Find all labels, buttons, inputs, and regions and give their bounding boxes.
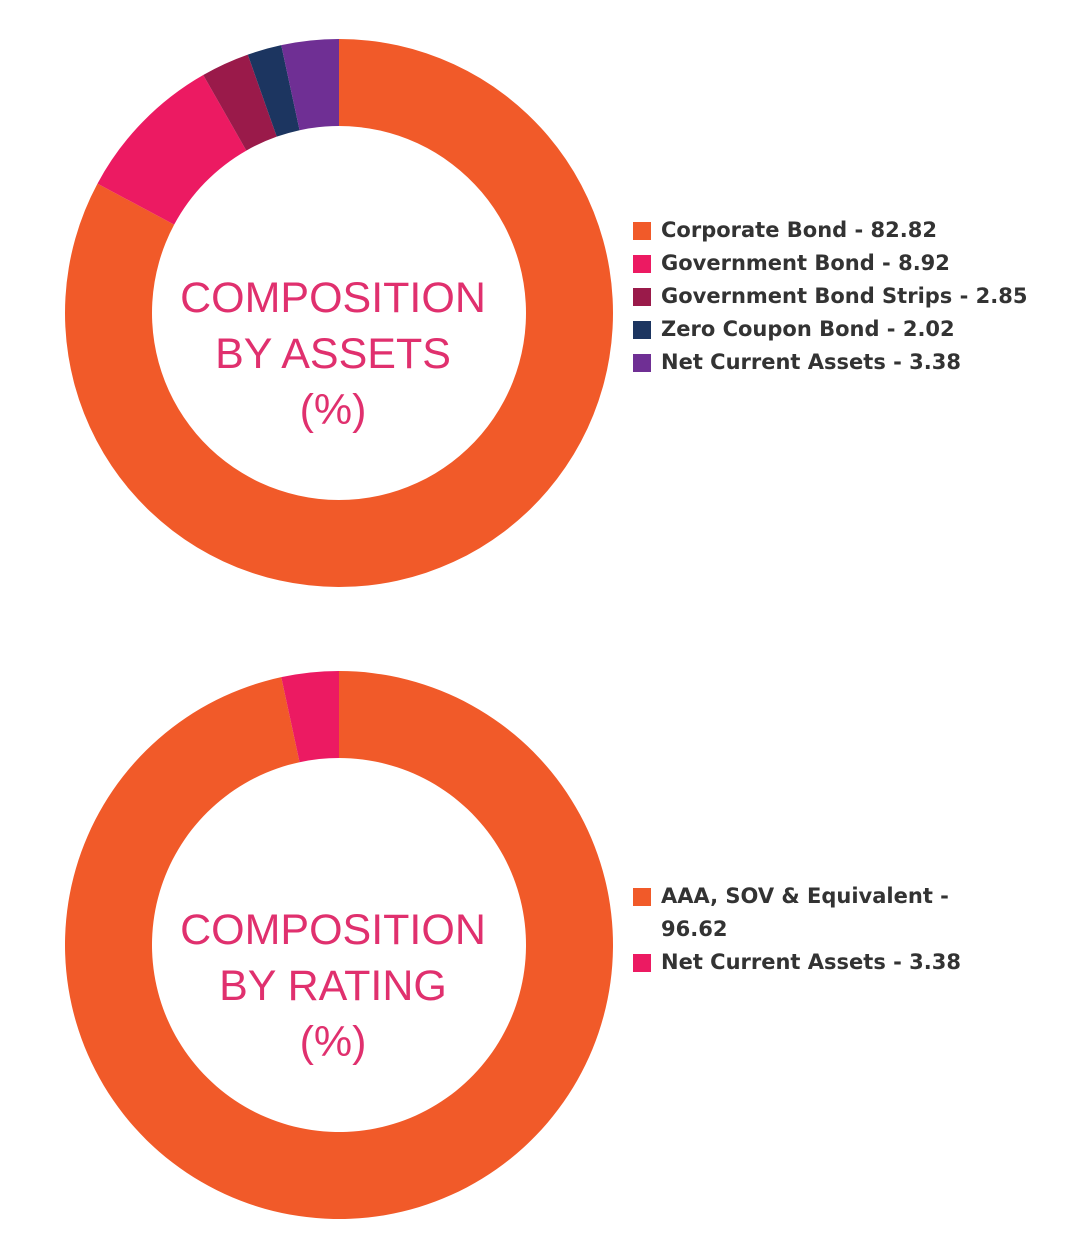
composition-by-assets-chart: COMPOSITION BY ASSETS (%) Corporate Bond…: [0, 0, 1072, 627]
legend: Corporate Bond - 82.82 Government Bond - …: [633, 214, 1027, 379]
title-line: (%): [299, 1018, 367, 1066]
legend-label: Corporate Bond - 82.82: [661, 218, 937, 242]
title-line: COMPOSITION: [180, 274, 486, 322]
legend-swatch: [633, 954, 651, 972]
slice-zero-coupon-bond: [247, 45, 300, 137]
legend-label: Government Bond Strips - 2.85: [661, 284, 1028, 308]
slice-government-bond-strips: [203, 54, 277, 151]
slice-government-bond: [97, 75, 247, 225]
legend-item: Net Current Assets - 3.38: [633, 946, 983, 979]
legend-item: Net Current Assets - 3.38: [633, 346, 1027, 379]
legend-item: Government Bond Strips - 2.85: [633, 280, 1027, 313]
title-line: BY ASSETS: [215, 330, 451, 378]
legend-swatch: [633, 888, 651, 906]
donut-chart: [65, 671, 614, 1219]
donut-chart: [65, 39, 614, 588]
legend-swatch: [633, 222, 651, 240]
legend-item: AAA, SOV & Equivalent - 96.62: [633, 880, 983, 946]
slice-corporate-bond: [65, 39, 614, 588]
slice-net-current-assets: [281, 671, 339, 763]
legend-item: Zero Coupon Bond - 2.02: [633, 313, 1027, 346]
legend-swatch: [633, 354, 651, 372]
composition-by-rating-chart: COMPOSITION BY RATING (%) AAA, SOV & Equ…: [0, 632, 1072, 1259]
legend-label: Zero Coupon Bond - 2.02: [661, 317, 955, 341]
slice-aaa-sov-equivalent: [65, 671, 614, 1219]
legend-swatch: [633, 288, 651, 306]
title-line: (%): [299, 386, 367, 434]
chart-center-title: COMPOSITION BY ASSETS (%): [152, 270, 514, 438]
legend-label: Government Bond - 8.92: [661, 251, 950, 275]
legend-label: Net Current Assets - 3.38: [661, 950, 961, 974]
legend-item: Corporate Bond - 82.82: [633, 214, 1027, 247]
title-line: BY RATING: [219, 962, 447, 1010]
legend-swatch: [633, 255, 651, 273]
legend: AAA, SOV & Equivalent - 96.62 Net Current…: [633, 880, 983, 979]
slice-net-current-assets: [281, 39, 339, 131]
legend-item: Government Bond - 8.92: [633, 247, 1027, 280]
title-line: COMPOSITION: [180, 906, 486, 954]
chart-center-title: COMPOSITION BY RATING (%): [152, 902, 514, 1070]
legend-label: Net Current Assets - 3.38: [661, 350, 961, 374]
legend-label: AAA, SOV & Equivalent - 96.62: [661, 884, 949, 941]
legend-swatch: [633, 321, 651, 339]
